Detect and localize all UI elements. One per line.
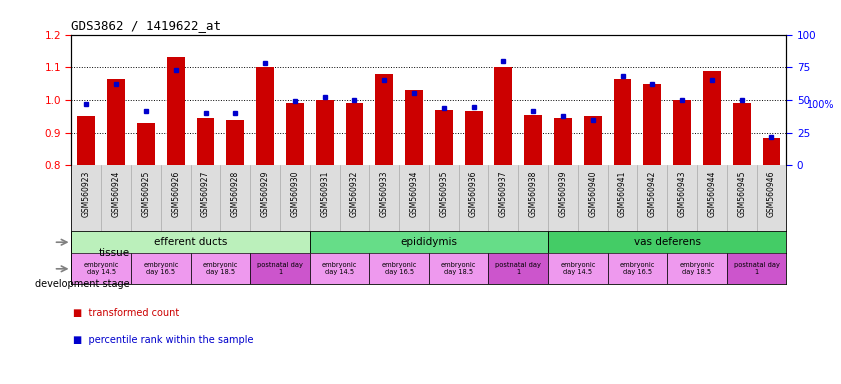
Text: efferent ducts: efferent ducts bbox=[154, 237, 227, 247]
Bar bbox=[643, 84, 661, 166]
Bar bbox=[405, 90, 423, 166]
Text: embryonic
day 18.5: embryonic day 18.5 bbox=[441, 262, 476, 275]
Bar bbox=[257, 67, 274, 166]
Text: GSM560926: GSM560926 bbox=[172, 171, 180, 217]
Text: GSM560934: GSM560934 bbox=[410, 171, 419, 217]
Bar bbox=[77, 116, 95, 166]
Text: GSM560936: GSM560936 bbox=[469, 171, 478, 217]
Bar bbox=[191, 253, 251, 284]
Bar bbox=[489, 253, 548, 284]
Text: postnatal day
1: postnatal day 1 bbox=[257, 262, 303, 275]
Text: vas deferens: vas deferens bbox=[633, 237, 701, 247]
Text: GSM560939: GSM560939 bbox=[558, 171, 568, 217]
Bar bbox=[315, 100, 334, 166]
Text: GSM560940: GSM560940 bbox=[588, 171, 597, 217]
Text: GSM560933: GSM560933 bbox=[380, 171, 389, 217]
Bar bbox=[435, 110, 452, 166]
Bar bbox=[309, 231, 548, 253]
Text: embryonic
day 16.5: embryonic day 16.5 bbox=[382, 262, 417, 275]
Text: GDS3862 / 1419622_at: GDS3862 / 1419622_at bbox=[71, 19, 221, 32]
Bar bbox=[673, 100, 691, 166]
Bar bbox=[614, 79, 632, 166]
Bar bbox=[495, 67, 512, 166]
Text: epididymis: epididymis bbox=[400, 237, 458, 247]
Bar bbox=[309, 253, 369, 284]
Bar bbox=[375, 74, 393, 166]
Text: embryonic
day 16.5: embryonic day 16.5 bbox=[620, 262, 655, 275]
Text: GSM560924: GSM560924 bbox=[112, 171, 120, 217]
Text: embryonic
day 14.5: embryonic day 14.5 bbox=[83, 262, 119, 275]
Text: GSM560944: GSM560944 bbox=[707, 171, 717, 217]
Bar bbox=[464, 111, 483, 166]
Bar bbox=[548, 253, 607, 284]
Text: GSM560931: GSM560931 bbox=[320, 171, 329, 217]
Text: embryonic
day 18.5: embryonic day 18.5 bbox=[203, 262, 238, 275]
Bar bbox=[346, 103, 363, 166]
Text: GSM560935: GSM560935 bbox=[439, 171, 448, 217]
Text: GSM560932: GSM560932 bbox=[350, 171, 359, 217]
Bar bbox=[137, 123, 155, 166]
Bar bbox=[727, 253, 786, 284]
Text: ■  percentile rank within the sample: ■ percentile rank within the sample bbox=[73, 335, 254, 345]
Bar bbox=[251, 253, 309, 284]
Text: GSM560946: GSM560946 bbox=[767, 171, 776, 217]
Text: GSM560925: GSM560925 bbox=[141, 171, 151, 217]
Y-axis label: 100%: 100% bbox=[807, 100, 834, 110]
Bar bbox=[524, 115, 542, 166]
Text: GSM560930: GSM560930 bbox=[290, 171, 299, 217]
Bar bbox=[554, 118, 572, 166]
Text: GSM560929: GSM560929 bbox=[261, 171, 270, 217]
Text: postnatal day
1: postnatal day 1 bbox=[495, 262, 542, 275]
Text: embryonic
day 14.5: embryonic day 14.5 bbox=[560, 262, 595, 275]
Bar bbox=[584, 116, 601, 166]
Bar bbox=[667, 253, 727, 284]
Text: ■  transformed count: ■ transformed count bbox=[73, 308, 179, 318]
Text: development stage: development stage bbox=[35, 279, 130, 289]
Bar bbox=[607, 253, 667, 284]
Text: postnatal day
1: postnatal day 1 bbox=[733, 262, 780, 275]
Bar bbox=[167, 58, 185, 166]
Text: tissue: tissue bbox=[99, 248, 130, 258]
Text: embryonic
day 16.5: embryonic day 16.5 bbox=[143, 262, 178, 275]
Bar bbox=[369, 253, 429, 284]
Text: GSM560945: GSM560945 bbox=[738, 171, 746, 217]
Bar bbox=[763, 138, 780, 166]
Bar bbox=[107, 79, 125, 166]
Bar bbox=[131, 253, 191, 284]
Bar bbox=[286, 103, 304, 166]
Text: embryonic
day 18.5: embryonic day 18.5 bbox=[680, 262, 715, 275]
Text: GSM560923: GSM560923 bbox=[82, 171, 91, 217]
Text: GSM560941: GSM560941 bbox=[618, 171, 627, 217]
Text: GSM560938: GSM560938 bbox=[529, 171, 537, 217]
Text: GSM560943: GSM560943 bbox=[678, 171, 686, 217]
Text: GSM560928: GSM560928 bbox=[230, 171, 240, 217]
Text: GSM560937: GSM560937 bbox=[499, 171, 508, 217]
Bar bbox=[548, 231, 786, 253]
Bar bbox=[733, 103, 750, 166]
Bar bbox=[226, 120, 244, 166]
Text: GSM560927: GSM560927 bbox=[201, 171, 210, 217]
Bar bbox=[703, 71, 721, 166]
Text: embryonic
day 14.5: embryonic day 14.5 bbox=[322, 262, 357, 275]
Bar bbox=[71, 253, 131, 284]
Text: GSM560942: GSM560942 bbox=[648, 171, 657, 217]
Bar bbox=[429, 253, 489, 284]
Bar bbox=[197, 118, 214, 166]
Bar bbox=[71, 231, 309, 253]
